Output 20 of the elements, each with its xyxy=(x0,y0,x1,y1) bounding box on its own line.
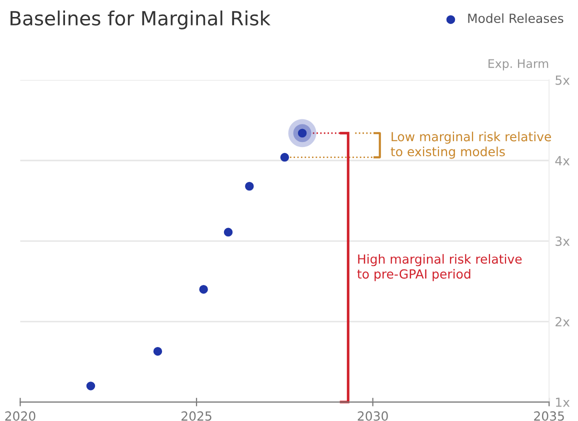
annotation: Low marginal risk relative to existing models xyxy=(390,132,552,159)
y-tick-label: 1x xyxy=(556,398,570,407)
y-tick-label: 3x xyxy=(556,236,570,246)
chart-title: Baselines for Marginal Risk xyxy=(10,10,270,30)
y-tick-label: 5x xyxy=(556,76,570,85)
x-tick-label: 2020 xyxy=(5,411,36,421)
legend-label: Model Releases xyxy=(468,13,564,24)
x-tick-label: 2030 xyxy=(358,411,388,421)
point xyxy=(280,152,290,162)
point xyxy=(199,284,208,294)
y-tick-label: 4x xyxy=(555,156,570,166)
x-tick-label: 2035 xyxy=(534,411,564,421)
x-tick-label: 2025 xyxy=(182,411,212,421)
point xyxy=(224,228,233,237)
y-tick-label: 2x xyxy=(556,317,570,326)
point xyxy=(245,182,254,191)
annotation: High marginal risk relative to pre-GPAI period xyxy=(357,254,522,282)
point xyxy=(86,382,96,390)
y-axis-title: Exp. Harm xyxy=(488,59,548,70)
point xyxy=(153,346,162,356)
